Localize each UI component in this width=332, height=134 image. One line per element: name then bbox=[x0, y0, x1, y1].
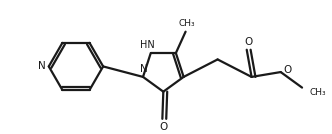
Text: N: N bbox=[38, 61, 46, 71]
Text: O: O bbox=[245, 37, 253, 47]
Text: CH₃: CH₃ bbox=[310, 88, 326, 97]
Text: O: O bbox=[284, 65, 291, 75]
Text: HN: HN bbox=[140, 40, 155, 50]
Text: N: N bbox=[140, 64, 148, 74]
Text: O: O bbox=[159, 122, 167, 132]
Text: CH₃: CH₃ bbox=[178, 19, 195, 28]
